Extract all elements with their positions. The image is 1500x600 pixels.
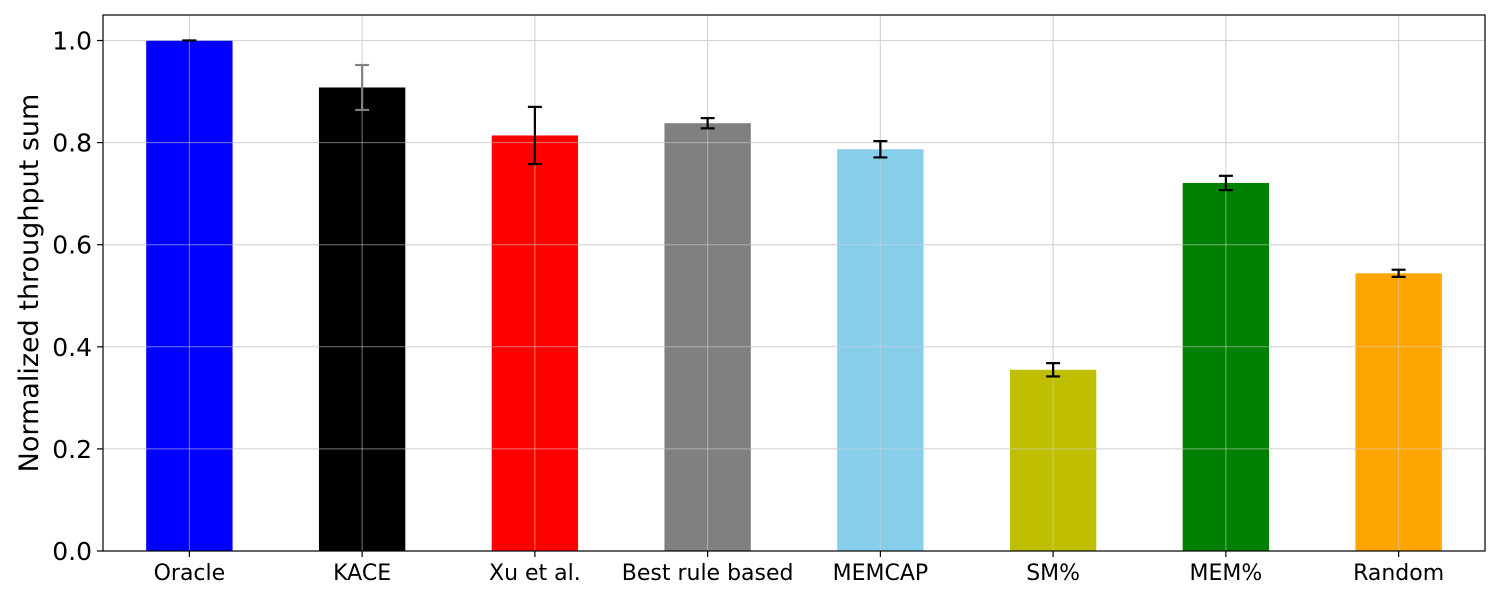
y-axis-label: Normalized throughput sum xyxy=(14,94,45,473)
bars-layer xyxy=(103,15,1485,552)
x-tick-label: Oracle xyxy=(154,561,226,586)
plot-frame xyxy=(102,14,1486,552)
x-tick-label: Best rule based xyxy=(622,561,794,586)
x-tick-label: KACE xyxy=(333,561,391,586)
error-bar xyxy=(873,139,888,159)
error-bar xyxy=(700,117,715,130)
y-tick-label: 0.6 xyxy=(52,231,92,260)
error-bar xyxy=(355,63,370,112)
error-bar xyxy=(1218,174,1233,192)
error-bar xyxy=(527,105,542,166)
y-tick-label: 0.0 xyxy=(52,537,92,566)
grid-layer xyxy=(103,15,1485,552)
error-bar xyxy=(1391,268,1406,278)
x-tick-label: Random xyxy=(1353,561,1444,586)
y-tick-label: 0.8 xyxy=(52,129,92,158)
x-tick-label: MEMCAP xyxy=(833,561,929,586)
y-tick-label: 0.4 xyxy=(52,333,92,362)
axes-layer: 0.0 0.2 0.4 0.6 0.8 1.0 Oracle KACE Xu et al. Bes… xyxy=(52,14,1486,586)
error-bars-layer xyxy=(182,39,1406,378)
y-tick-label: 1.0 xyxy=(52,27,92,56)
y-tick-label: 0.2 xyxy=(52,435,92,464)
x-tick-label: Xu et al. xyxy=(489,561,581,586)
x-tick-label: SM% xyxy=(1026,561,1080,586)
error-bar xyxy=(1046,362,1061,378)
x-tick-label: MEM% xyxy=(1189,561,1262,586)
